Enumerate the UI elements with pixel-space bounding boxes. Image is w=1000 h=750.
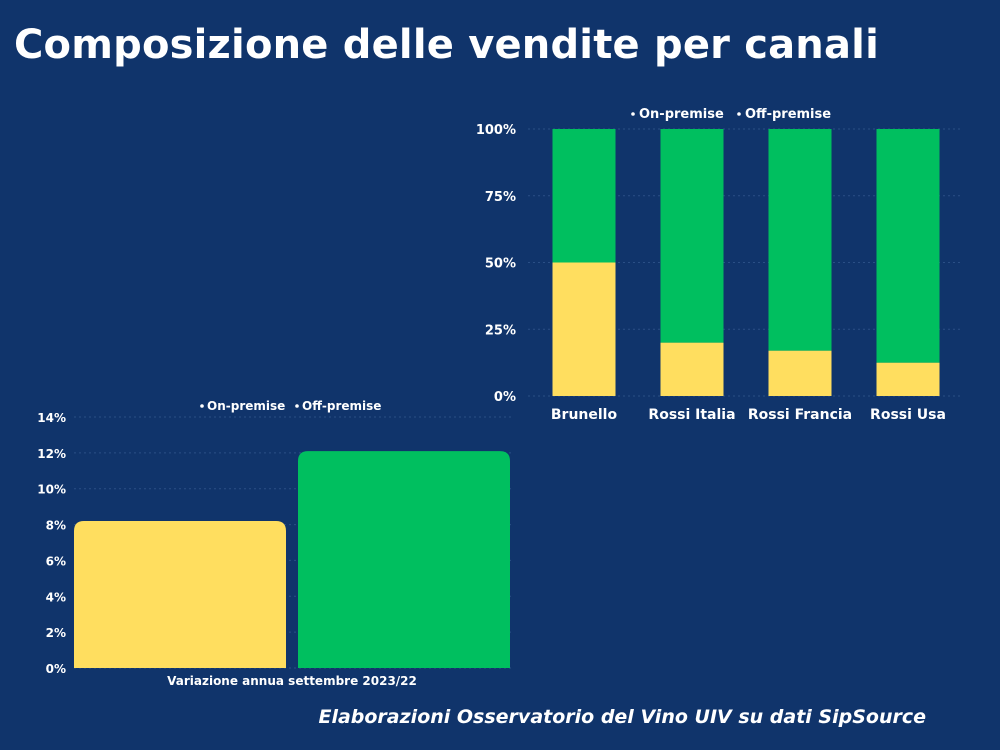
bar-segment-on-premise	[768, 350, 832, 396]
legend-label: Off-premise	[302, 399, 381, 413]
source-note: Elaborazioni Osservatorio del Vino UIV s…	[318, 706, 926, 728]
y-tick-label: 8%	[46, 519, 66, 533]
bar-segment-off-premise	[768, 129, 832, 351]
bar-on-premise	[74, 520, 286, 668]
y-tick-label: 25%	[485, 323, 516, 338]
y-tick-label: 4%	[46, 590, 66, 604]
bar-segment-off-premise	[660, 129, 724, 343]
y-tick-label: 0%	[494, 390, 516, 405]
y-tick-label: 50%	[485, 257, 516, 272]
y-tick-label: 10%	[37, 483, 66, 497]
bar-segment-off-premise	[876, 129, 940, 363]
x-tick-label: Rossi Usa	[870, 407, 946, 423]
page-title: Composizione delle vendite per canali	[14, 22, 879, 68]
x-tick-label: Rossi Francia	[748, 407, 852, 423]
bar-segment-on-premise	[552, 262, 616, 396]
legend-marker	[295, 404, 299, 408]
bar-segment-on-premise	[876, 362, 940, 396]
y-tick-label: 14%	[37, 411, 66, 425]
y-tick-label: 100%	[476, 123, 516, 138]
bar-segment-off-premise	[552, 129, 616, 263]
grouped-bar-chart: 0% 2% 4% 6% 8% 10% 12% 14% Variazione annua sett…	[37, 399, 514, 688]
legend-marker	[631, 112, 635, 116]
x-tick-label: Variazione annua settembre 2023/22	[167, 674, 417, 688]
y-tick-label: 75%	[485, 190, 516, 205]
legend-label: On-premise	[207, 399, 285, 413]
y-tick-label: 0%	[46, 662, 66, 676]
stacked-bar-chart: 0% 25% 50% 75% 100% Brunello Rossi Italia Rossi…	[476, 107, 960, 423]
y-tick-label: 6%	[46, 554, 66, 568]
legend-label: On-premise	[639, 107, 724, 122]
x-tick-label: Brunello	[551, 407, 618, 423]
bar-segment-on-premise	[660, 342, 724, 396]
y-tick-label: 2%	[46, 626, 66, 640]
x-tick-label: Rossi Italia	[648, 407, 735, 423]
legend-marker	[200, 404, 204, 408]
legend-label: Off-premise	[745, 107, 831, 122]
y-tick-label: 12%	[37, 447, 66, 461]
legend-marker	[737, 112, 741, 116]
bar-off-premise	[298, 451, 510, 668]
